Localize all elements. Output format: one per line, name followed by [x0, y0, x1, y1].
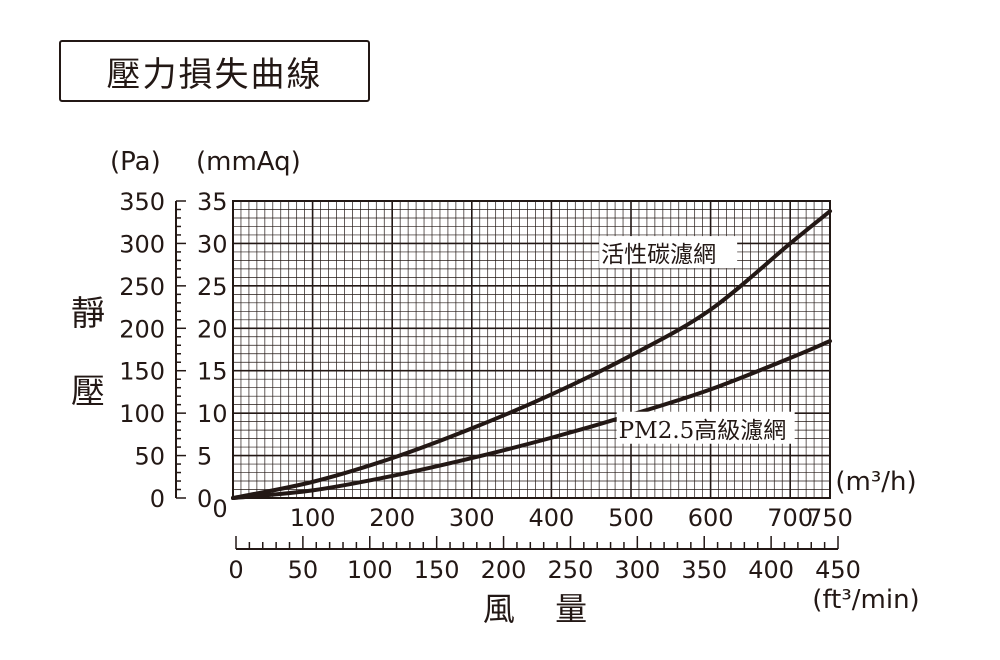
pa-tick-label: 300: [119, 230, 165, 258]
pa-tick-label: 200: [119, 315, 165, 343]
m3h-tick-label: 600: [688, 504, 734, 532]
mmaq-tick-label: 10: [197, 400, 228, 428]
curves: [231, 209, 832, 500]
ftmin-tick-label: 50: [288, 556, 319, 584]
m3h-tick-label: 0: [212, 495, 227, 523]
ftmin-tick-label: 100: [347, 556, 393, 584]
mmaq-tick-label: 25: [197, 273, 228, 301]
series-label: PM2.5高級濾網: [619, 418, 787, 444]
mmaq-tick-label: 15: [197, 358, 228, 386]
m3h-tick-label: 400: [528, 504, 574, 532]
y-axis-unit-mmaq: (mmAq): [196, 147, 301, 177]
x-axis-title: 風 量: [483, 590, 587, 628]
ftmin-tick-label: 150: [414, 556, 460, 584]
pa-tick-label: 350: [119, 188, 165, 216]
grid: [232, 200, 831, 499]
m3h-tick-label: 750: [807, 504, 853, 532]
series-labels: 活性碳濾網 PM2.5高級濾網: [599, 236, 795, 444]
ftmin-tick-label: 450: [815, 556, 861, 584]
y-axis-unit-pa: (Pa): [110, 147, 161, 177]
pm25-filter-curve: [231, 339, 832, 500]
ftmin-tick-label: 0: [228, 556, 243, 584]
mmaq-tick-label: 20: [197, 315, 228, 343]
chart-title: 壓力損失曲線: [59, 40, 370, 102]
ftmin-tick-label: 200: [481, 556, 527, 584]
m3h-tick-label: 500: [608, 504, 654, 532]
m3h-tick-label: 300: [449, 504, 495, 532]
ftmin-tick-label: 400: [748, 556, 794, 584]
pa-tick-label: 50: [134, 443, 165, 471]
m3h-tick-label: 700: [767, 504, 813, 532]
mmaq-tick-label: 30: [197, 230, 228, 258]
m3h-tick-label: 200: [369, 504, 415, 532]
x-axis-unit-m3h: (m³/h): [835, 467, 916, 497]
plot-area: [232, 200, 831, 499]
series-label-background: [599, 236, 738, 269]
y-axis-title-char-1: 靜: [71, 294, 105, 334]
mmaq-tick-label: 0: [197, 485, 212, 513]
series-label: 活性碳濾網: [601, 242, 716, 268]
y-axis-title-char-2: 壓: [71, 372, 105, 412]
activated-carbon-filter-curve: [231, 209, 832, 500]
x-axis-unit-ftmin: (ft³/min): [812, 585, 919, 615]
mmaq-tick-label: 5: [197, 443, 212, 471]
ftmin-tick-label: 300: [614, 556, 660, 584]
pa-tick-label: 250: [119, 273, 165, 301]
ftmin-tick-label: 350: [681, 556, 727, 584]
series-label-background: [616, 411, 795, 444]
pa-tick-label: 150: [119, 358, 165, 386]
pa-tick-label: 100: [119, 400, 165, 428]
mmaq-tick-label: 35: [197, 188, 228, 216]
pa-tick-label: 0: [150, 485, 165, 513]
ftmin-tick-label: 250: [548, 556, 594, 584]
m3h-tick-label: 100: [290, 504, 336, 532]
